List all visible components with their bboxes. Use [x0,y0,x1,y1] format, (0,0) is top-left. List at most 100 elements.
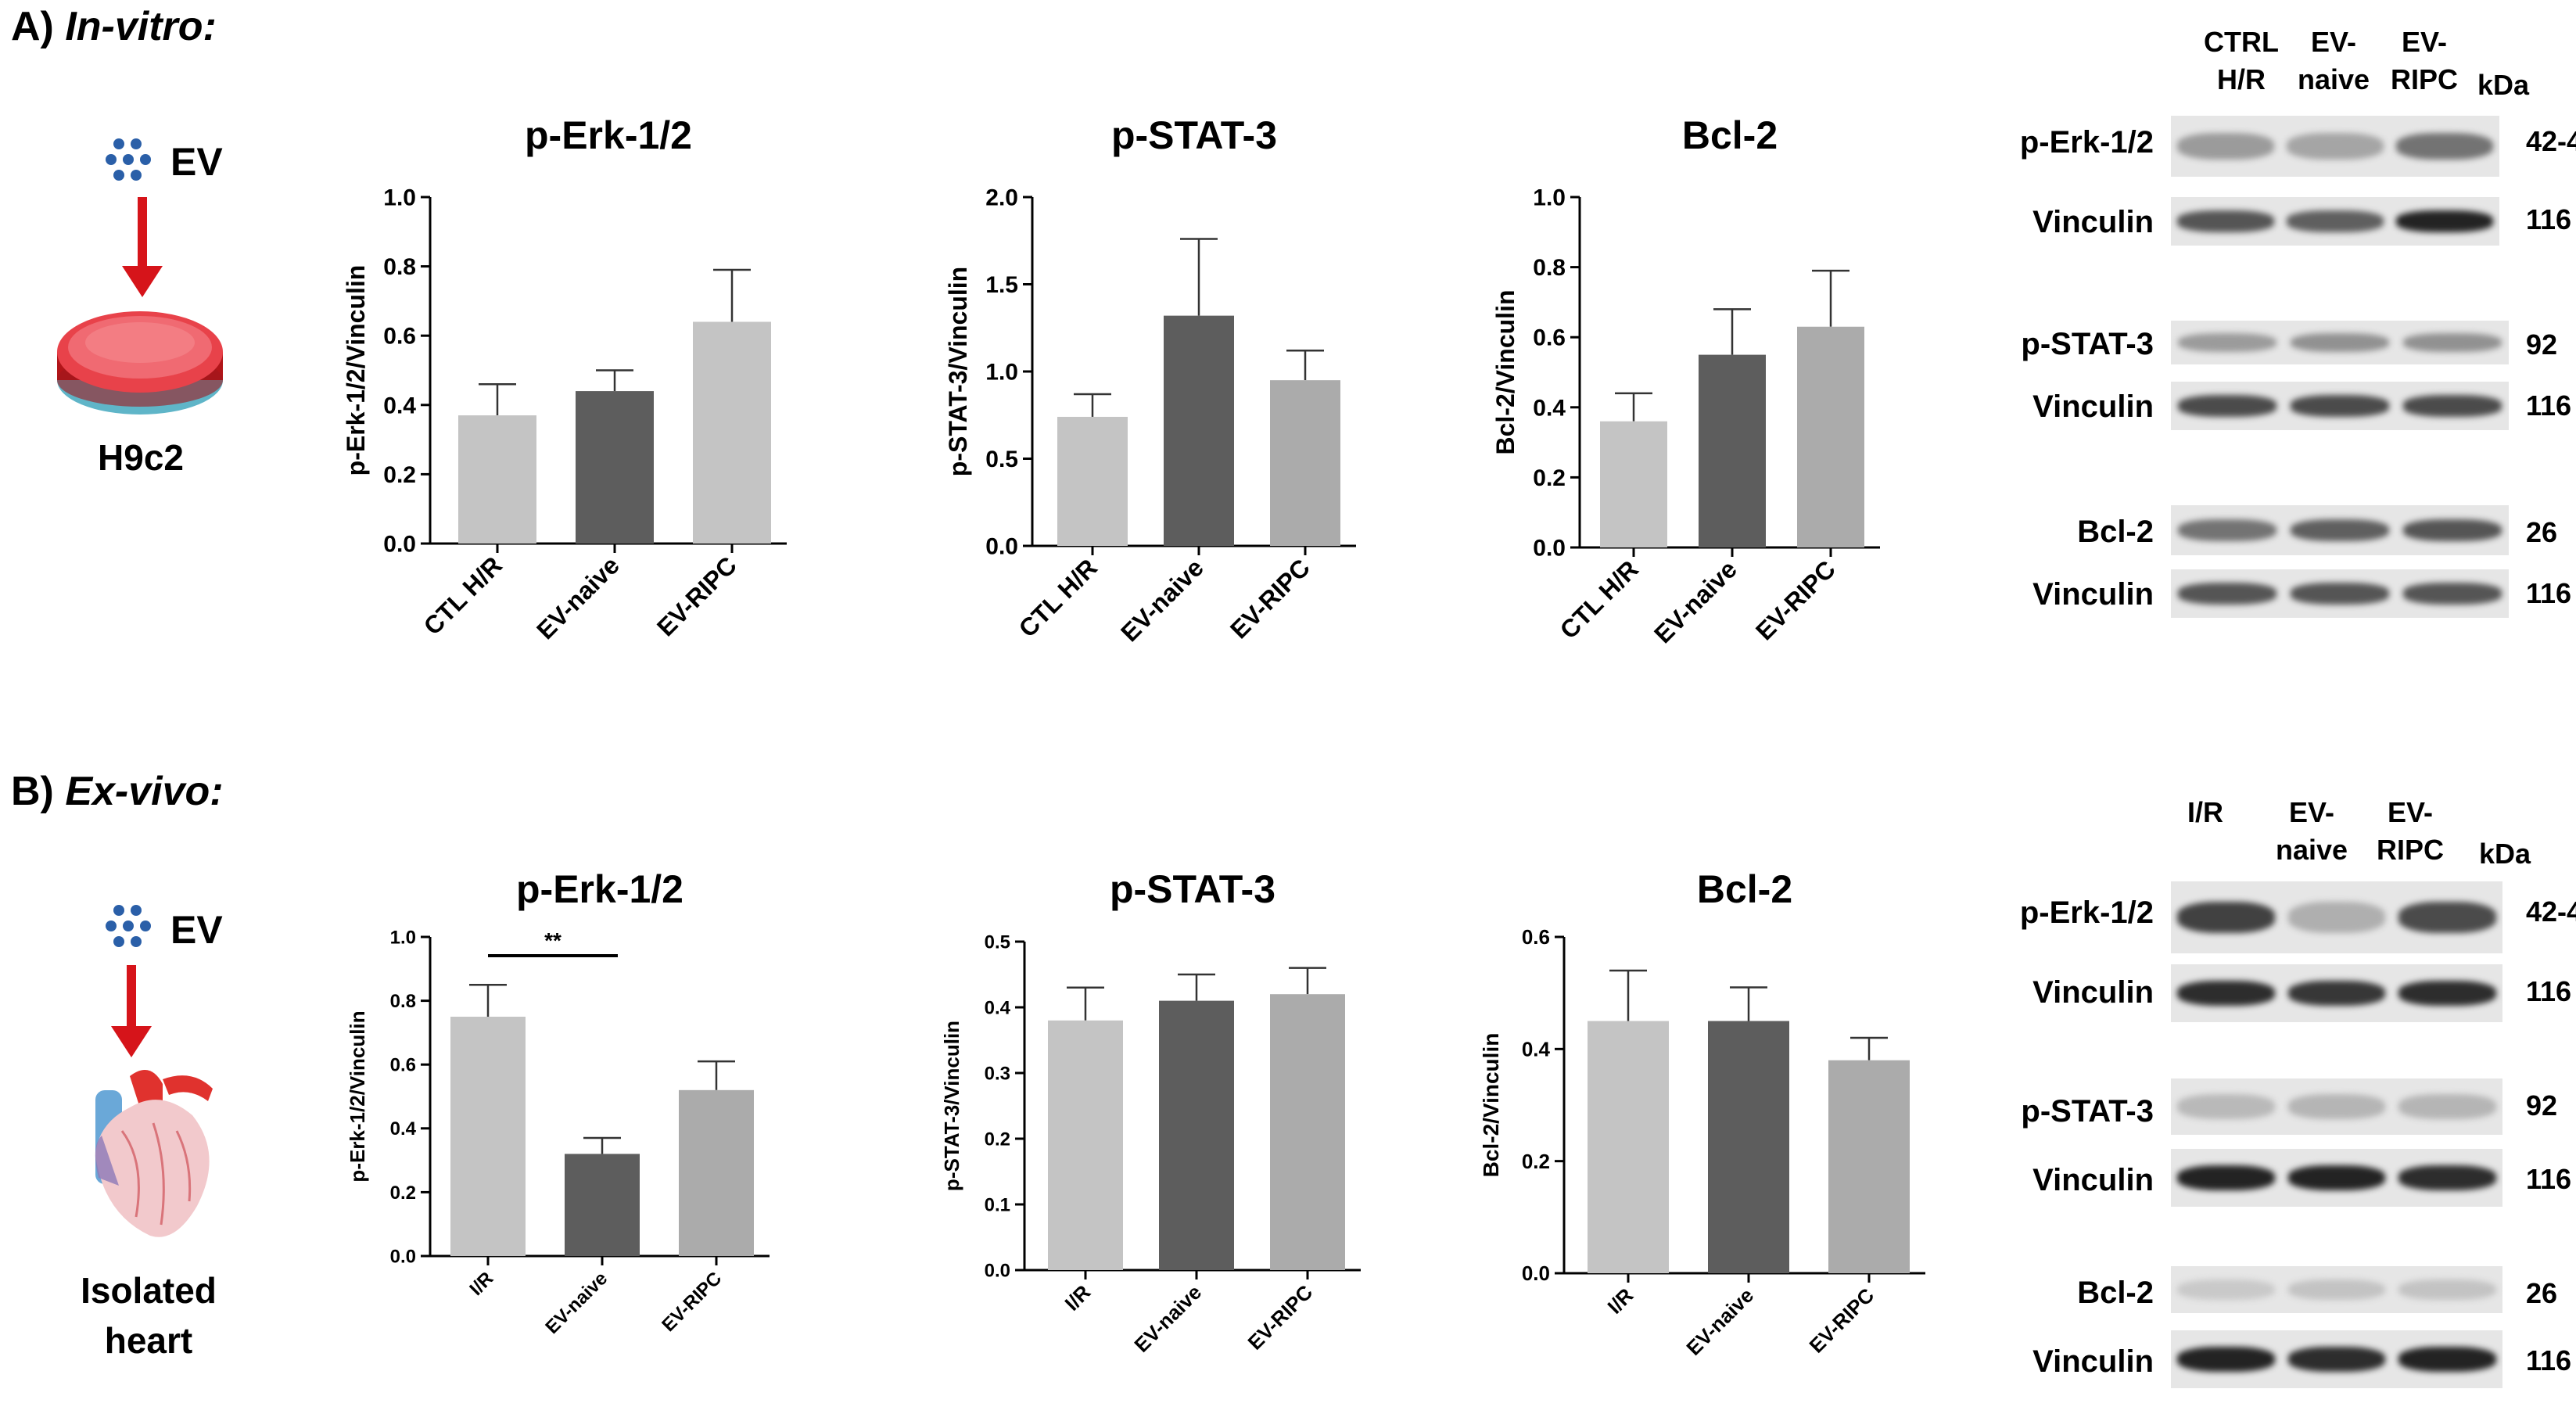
chart-b-pstat3: p-STAT-3 p-STAT-3/Vinculin 0.0 0.1 0.2 0.3 0.4… [940,868,1361,1357]
chart-a-perk: p-Erk-1/2 p-Erk-1/2/Vinculin 0.0 0.2 0.4 0.6 0… [342,113,787,644]
section-b-ev-label: EV [170,908,223,952]
y-tick-label: 0.8 [390,991,416,1012]
bar [1828,1060,1910,1273]
bar [450,1017,526,1256]
y-tick-label: 0.8 [383,254,416,280]
blot-b-row-6-strip [2171,1330,2502,1388]
blot-band [2177,210,2274,232]
chart-b-perk: p-Erk-1/2 p-Erk-1/2/Vinculin 0.0 0.2 0.4 0.6 0… [346,868,770,1338]
blot-a-row-1-kda: 42-44 [2526,125,2576,157]
blot-band [2396,132,2493,160]
blot-band [2398,1165,2496,1191]
bar [576,391,654,544]
blot-b-row-4-kda: 116 [2526,1163,2572,1195]
x-tick-label: EV-naive [1649,554,1742,648]
y-tick-label: 0.6 [390,1055,416,1076]
y-tick-label: 1.5 [985,272,1018,298]
section-b-prefix: B) [11,769,54,814]
bar [1048,1020,1123,1270]
chart-a-pstat3: p-STAT-3 p-STAT-3/Vinculin 0.0 0.5 1.0 1.5 2.0… [944,113,1356,647]
chart-title: Bcl-2 [1682,113,1778,157]
y-tick-label: 0.5 [985,447,1018,472]
blot-band [2290,519,2390,542]
blot-band [2177,332,2277,353]
blot-a-row-5-strip [2171,505,2509,555]
blot-a-row-3-kda: 92 [2526,328,2558,361]
section-b-title: B) Ex-vivo: [11,768,224,815]
blot-b-row-2-label: Vinculin [2032,975,2154,1010]
blot-b-row-5-strip [2171,1266,2502,1313]
y-tick-label: 0.0 [383,532,416,558]
chart-title: Bcl-2 [1697,868,1792,911]
blot-band [2287,210,2384,232]
chart-a-bcl2: Bcl-2 Bcl-2/Vinculin 0.0 0.2 0.4 0.6 0.8 1.0 CTL… [1491,113,1880,648]
y-tick-label: 0.0 [1522,1261,1550,1285]
blot-band [2398,1094,2496,1119]
blot-b-row-6-label: Vinculin [2032,1344,2154,1379]
y-tick-label: 0.2 [383,462,416,488]
bar [1164,315,1234,546]
x-tick-label: EV-RIPC [1225,553,1315,644]
y-tick-label: 1.0 [383,185,416,211]
blot-a-row-6-strip [2171,569,2509,618]
section-a-name: In-vitro: [65,4,217,49]
blot-band [2287,1094,2386,1119]
chart-title: p-STAT-3 [1111,113,1277,157]
blot-b-row-1-kda: 42-44 [2526,895,2576,928]
y-tick-label: 0.4 [390,1118,417,1139]
blot-a-header-3-line1: EV- [2401,26,2448,58]
x-tick-label: I/R [465,1268,497,1300]
blot-band [2398,980,2496,1007]
blot-a-row-6-label: Vinculin [2032,577,2154,612]
y-tick-label: 0.8 [1533,255,1566,281]
blot-a-header-1-line1: CTRL [2204,26,2279,58]
x-tick-label: EV-RIPC [1804,1283,1878,1358]
y-tick-label: 0.1 [985,1194,1010,1215]
blot-band [2402,395,2502,417]
y-tick-label: 0.4 [383,393,416,418]
blot-b-row-1-strip [2171,881,2502,953]
arrow-down-icon [111,965,152,1057]
y-axis-label: p-Erk-1/2/Vinculin [342,265,370,476]
blot-a-header-3-line2: RIPC [2390,63,2458,95]
y-axis-label: p-STAT-3/Vinculin [940,1021,963,1191]
blot-b-header-1: I/R [2135,794,2276,831]
blot-a-row-3-strip [2171,321,2509,364]
section-b-model-label: Isolated heart [55,1265,242,1366]
blot-b-header-3-line2: RIPC [2376,834,2444,866]
bar [1588,1021,1669,1273]
blot-a-header-2-line1: EV- [2310,26,2357,58]
blot-band [2287,132,2384,160]
y-tick-label: 0.0 [985,1260,1010,1281]
blot-band [2177,395,2277,417]
y-tick-label: 0.2 [985,1129,1010,1150]
x-tick-label: I/R [1603,1283,1638,1319]
bar [458,415,536,544]
x-tick-label: I/R [1060,1280,1096,1315]
bar [1159,1000,1234,1270]
x-tick-label: EV-RIPC [1750,554,1841,645]
chart-title: p-Erk-1/2 [516,868,683,911]
x-tick-label: CTL H/R [1555,554,1644,644]
x-tick-label: EV-naive [531,551,625,644]
blot-band [2177,1346,2275,1373]
blot-band [2396,210,2493,232]
bar [1270,994,1345,1270]
blot-b-header-2-line2: naive [2275,834,2348,866]
blot-b-header-1-line1: I/R [2187,796,2223,828]
y-axis-label: Bcl-2/Vinculin [1479,1033,1503,1178]
blot-band [2177,1165,2275,1191]
x-tick-label: EV-naive [1681,1283,1758,1360]
blot-b-header-2: EV- naive [2241,794,2382,869]
blot-band [2287,980,2386,1007]
y-tick-label: 0.2 [1533,465,1566,491]
y-tick-label: 2.0 [985,185,1018,211]
blot-b-row-3-strip [2171,1078,2502,1135]
blot-band [2287,901,2386,934]
blot-b-row-3-kda: 92 [2526,1089,2558,1122]
blot-b-row-3-label: p-STAT-3 [2021,1094,2154,1129]
y-tick-label: 0.4 [1533,395,1566,421]
bar [679,1089,754,1256]
y-tick-label: 0.0 [390,1246,416,1267]
blot-a-row-6-kda: 116 [2526,577,2572,609]
